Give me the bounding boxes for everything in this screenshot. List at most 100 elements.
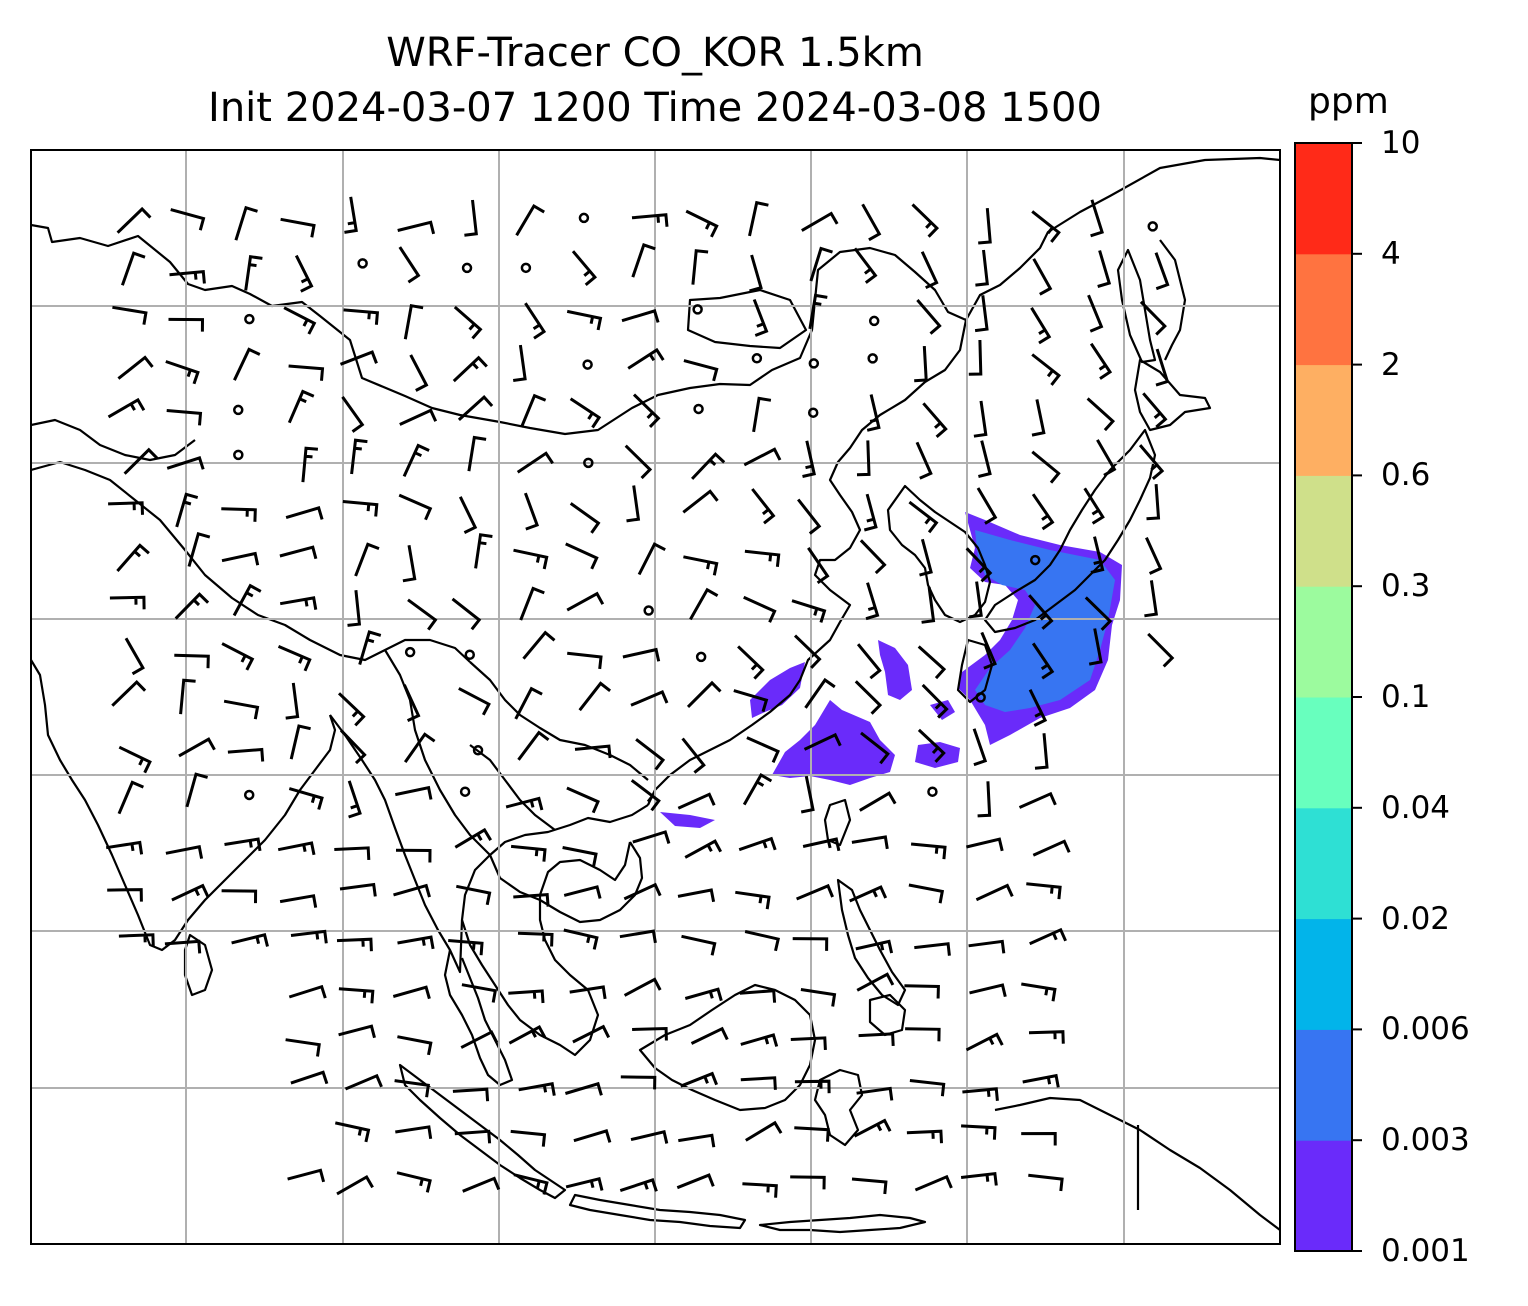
wind-barb bbox=[402, 443, 430, 478]
wind-barb bbox=[973, 400, 988, 438]
wind-barb bbox=[347, 780, 362, 819]
colorbar-segment bbox=[1295, 364, 1352, 476]
wind-barb bbox=[574, 744, 612, 759]
wind-barb bbox=[853, 247, 878, 284]
wind-barb bbox=[1154, 252, 1170, 291]
wind-barb bbox=[513, 548, 549, 570]
wind-barb bbox=[684, 839, 723, 859]
wind-barb bbox=[341, 396, 365, 433]
wind-barb bbox=[563, 928, 599, 950]
wind-barb bbox=[739, 989, 777, 1003]
wind-barb bbox=[337, 692, 366, 727]
wind-barb bbox=[914, 1174, 953, 1192]
colorbar-segment bbox=[1295, 1029, 1352, 1141]
wind-barb bbox=[519, 586, 545, 621]
wind-barb bbox=[980, 631, 997, 670]
wind-barb bbox=[185, 772, 208, 808]
plume-shape-japan-core bbox=[975, 530, 1115, 712]
wind-barb bbox=[742, 772, 773, 806]
wind-barb bbox=[791, 599, 827, 623]
coastline-lake-baikal bbox=[686, 288, 808, 350]
wind-barb bbox=[1032, 258, 1053, 296]
wind-barb bbox=[1087, 294, 1104, 333]
wind-barb bbox=[402, 545, 417, 583]
wind-barb bbox=[334, 1121, 371, 1143]
plume-shape-sea-japan bbox=[930, 700, 955, 720]
wind-barb bbox=[174, 653, 210, 669]
wind-barb bbox=[223, 699, 260, 720]
wind-barb bbox=[738, 836, 777, 852]
wind-calm-marker bbox=[751, 353, 763, 364]
wind-barb bbox=[856, 1086, 894, 1101]
wind-barb bbox=[691, 249, 709, 285]
wind-barb bbox=[399, 408, 438, 426]
wind-barb bbox=[637, 542, 666, 576]
wind-barb bbox=[452, 1087, 490, 1102]
wind-barb bbox=[1031, 450, 1061, 484]
wind-barb bbox=[338, 1024, 376, 1039]
wind-calm-marker bbox=[357, 258, 368, 269]
wind-barb bbox=[279, 545, 318, 560]
wind-barb bbox=[858, 1032, 895, 1046]
wind-barb bbox=[170, 208, 206, 231]
wind-barb bbox=[109, 595, 146, 610]
wind-barb bbox=[569, 502, 601, 534]
wind-barb bbox=[394, 785, 433, 800]
wind-barb bbox=[1086, 397, 1116, 432]
wind-barb bbox=[510, 1129, 547, 1147]
colorbar-tick-label: 0.6 bbox=[1381, 457, 1431, 494]
wind-barb bbox=[288, 787, 324, 810]
plot-title-line1: WRF-Tracer CO_KOR 1.5km bbox=[386, 30, 924, 76]
wind-barb bbox=[464, 199, 478, 237]
wind-barb bbox=[285, 682, 300, 720]
wind-barb bbox=[635, 738, 666, 771]
wind-barb bbox=[166, 409, 203, 426]
colorbar-tick-label: 0.04 bbox=[1381, 789, 1451, 826]
wind-barb bbox=[458, 496, 478, 534]
wind-barb bbox=[168, 317, 205, 332]
wind-barb bbox=[344, 196, 358, 234]
wind-barb bbox=[626, 485, 641, 523]
wind-barb bbox=[398, 493, 433, 521]
wind-barb bbox=[681, 934, 717, 956]
wind-calm-marker bbox=[244, 313, 255, 325]
wind-barb bbox=[107, 888, 143, 902]
wind-barb bbox=[338, 987, 375, 1004]
wind-barb bbox=[866, 394, 881, 432]
wind-calm-marker bbox=[233, 404, 244, 416]
wind-barb bbox=[1139, 300, 1167, 336]
wind-barb bbox=[914, 942, 951, 956]
coastline-japan-honshu bbox=[983, 428, 1157, 634]
wind-barb bbox=[677, 792, 716, 810]
wind-barb bbox=[917, 728, 946, 763]
plume-shape-china-east bbox=[772, 700, 895, 785]
wind-calm-marker bbox=[808, 358, 820, 369]
wind-calm-marker bbox=[464, 649, 476, 660]
wind-barb bbox=[863, 493, 878, 532]
wind-barb bbox=[690, 1026, 729, 1045]
wind-barb bbox=[175, 492, 199, 528]
wind-barb bbox=[631, 213, 669, 227]
wind-barb bbox=[569, 985, 607, 1000]
wind-barb bbox=[514, 686, 543, 720]
wind-barb bbox=[630, 779, 661, 812]
wind-barb bbox=[681, 737, 706, 774]
wind-barb bbox=[906, 1129, 943, 1144]
colorbar-tick-label: 0.003 bbox=[1381, 1122, 1470, 1159]
coastline-hokkaido bbox=[1133, 358, 1212, 432]
colorbar-segment bbox=[1295, 697, 1352, 809]
wind-barb bbox=[790, 1036, 827, 1050]
coastline-north-asia bbox=[31, 156, 1280, 436]
wind-barb bbox=[567, 651, 603, 670]
wind-barb bbox=[343, 308, 380, 325]
wind-calm-marker bbox=[459, 786, 471, 797]
plume-shape-east-sea bbox=[915, 742, 960, 768]
wind-barb bbox=[409, 354, 429, 392]
wind-barb bbox=[565, 1176, 604, 1191]
wind-barb bbox=[517, 931, 554, 947]
wind-barb bbox=[277, 645, 312, 672]
wind-barb bbox=[922, 402, 948, 439]
wind-barb bbox=[904, 984, 940, 999]
wind-barb bbox=[682, 489, 719, 514]
colorbar-tick-label: 0.1 bbox=[1381, 679, 1431, 715]
